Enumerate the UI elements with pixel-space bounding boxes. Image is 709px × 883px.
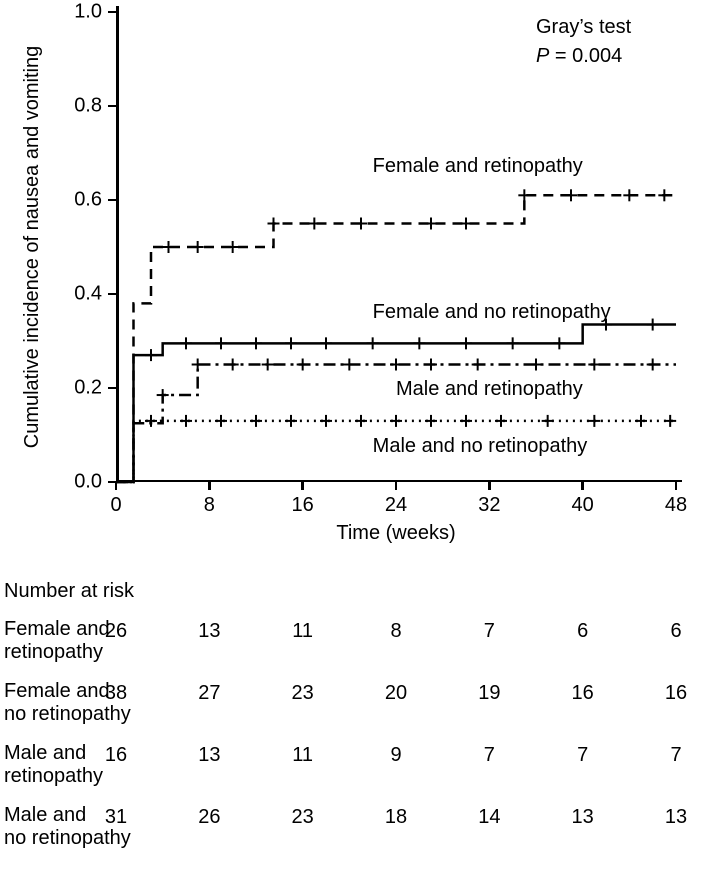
risk-cell: 27 <box>198 682 220 705</box>
series-label-female-retinopathy: Female and retinopathy <box>373 155 583 178</box>
x-tick <box>208 482 211 490</box>
risk-cell: 38 <box>105 682 127 705</box>
risk-cell: 13 <box>572 806 594 829</box>
plot-area <box>116 12 676 482</box>
y-axis-title: Cumulative incidence of nausea and vomit… <box>21 46 44 448</box>
y-tick <box>108 105 116 108</box>
risk-cell: 8 <box>390 620 401 643</box>
risk-cell: 31 <box>105 806 127 829</box>
risk-cell: 19 <box>478 682 500 705</box>
risk-cell: 9 <box>390 744 401 767</box>
risk-cell: 20 <box>385 682 407 705</box>
x-tick <box>488 482 491 490</box>
p-italic: P <box>536 45 549 67</box>
risk-cell: 18 <box>385 806 407 829</box>
series-label-male-no-retinopathy: Male and no retinopathy <box>373 435 588 458</box>
y-tick <box>108 11 116 14</box>
risk-cell: 6 <box>670 620 681 643</box>
series-label-male-retinopathy: Male and retinopathy <box>396 378 583 401</box>
y-tick-label: 1.0 <box>58 1 102 24</box>
risk-row-label-line1: Male and <box>4 742 154 765</box>
x-tick <box>301 482 304 490</box>
x-tick-label: 16 <box>292 494 314 517</box>
y-tick <box>108 293 116 296</box>
risk-cell: 14 <box>478 806 500 829</box>
risk-cell: 13 <box>665 806 687 829</box>
x-tick-label: 24 <box>385 494 407 517</box>
risk-cell: 7 <box>577 744 588 767</box>
x-tick-label: 0 <box>110 494 121 517</box>
x-tick-label: 48 <box>665 494 687 517</box>
x-axis-title: Time (weeks) <box>336 522 455 545</box>
risk-cell: 23 <box>292 806 314 829</box>
x-tick <box>581 482 584 490</box>
y-tick-label: 0.8 <box>58 95 102 118</box>
risk-row-label: Male andno retinopathy <box>4 804 154 850</box>
grays-test-label: Gray’s test <box>536 16 631 39</box>
x-tick <box>115 482 118 490</box>
y-tick-label: 0.2 <box>58 377 102 400</box>
risk-cell: 7 <box>670 744 681 767</box>
risk-cell: 26 <box>105 620 127 643</box>
x-tick <box>395 482 398 490</box>
y-tick-label: 0.0 <box>58 471 102 494</box>
y-tick <box>108 387 116 390</box>
risk-row-label-line1: Female and <box>4 618 154 641</box>
risk-row-label: Male andretinopathy <box>4 742 154 788</box>
risk-cell: 16 <box>105 744 127 767</box>
risk-cell: 16 <box>572 682 594 705</box>
risk-row-label-line1: Female and <box>4 680 154 703</box>
curves-svg <box>116 12 676 482</box>
p-value-label: P = 0.004 <box>536 45 622 68</box>
y-tick-label: 0.6 <box>58 189 102 212</box>
series-label-female-no-retinopathy: Female and no retinopathy <box>373 301 611 324</box>
risk-table-title: Number at risk <box>4 580 134 603</box>
risk-cell: 11 <box>292 744 313 767</box>
risk-row-label-line2: no retinopathy <box>4 703 154 726</box>
x-tick-label: 40 <box>572 494 594 517</box>
risk-cell: 23 <box>292 682 314 705</box>
risk-cell: 13 <box>198 744 220 767</box>
risk-cell: 11 <box>292 620 313 643</box>
risk-row-label-line2: retinopathy <box>4 641 154 664</box>
x-tick-label: 32 <box>478 494 500 517</box>
risk-row-label: Female andretinopathy <box>4 618 154 664</box>
figure-root: Cumulative incidence of nausea and vomit… <box>0 0 709 883</box>
risk-cell: 6 <box>577 620 588 643</box>
risk-row-label-line2: no retinopathy <box>4 827 154 850</box>
series-line-female-no-retinopathy <box>116 325 676 482</box>
risk-row-label-line2: retinopathy <box>4 765 154 788</box>
risk-cell: 7 <box>484 744 495 767</box>
risk-row-label-line1: Male and <box>4 804 154 827</box>
risk-cell: 13 <box>198 620 220 643</box>
y-tick <box>108 199 116 202</box>
x-tick-label: 8 <box>204 494 215 517</box>
y-tick-label: 0.4 <box>58 283 102 306</box>
p-value-text: = 0.004 <box>549 45 622 67</box>
risk-cell: 7 <box>484 620 495 643</box>
risk-cell: 26 <box>198 806 220 829</box>
risk-cell: 16 <box>665 682 687 705</box>
x-tick <box>675 482 678 490</box>
risk-row-label: Female andno retinopathy <box>4 680 154 726</box>
